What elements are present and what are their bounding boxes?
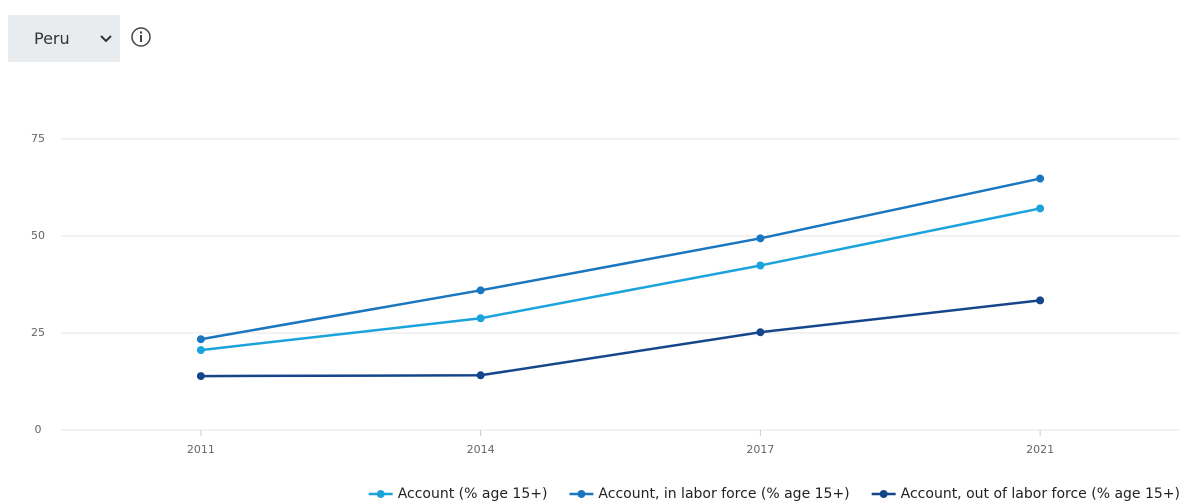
data-point [196,372,205,381]
data-point [476,286,485,295]
x-tick-label: 2011 [187,443,215,456]
x-tick-label: 2017 [746,443,774,456]
data-point [196,346,205,355]
data-point [756,234,765,243]
y-tick-label: 50 [31,229,45,242]
legend: Account (% age 15+) Account, in labor for… [368,486,1180,502]
x-tick-label: 2021 [1026,443,1054,456]
legend-item: Account, in labor force (% age 15+) [569,486,850,502]
legend-item: Account, out of labor force (% age 15+) [871,486,1180,502]
legend-swatch-dot [879,490,888,498]
data-point [196,335,205,344]
y-tick-label: 25 [31,326,45,339]
legend-swatch-dot [376,490,385,498]
data-point [476,371,485,380]
dropdown-value: Peru [34,29,70,48]
country-dropdown[interactable]: Peru [8,15,120,62]
legend-label: Account (% age 15+) [398,486,548,502]
data-point [756,328,765,337]
series-line [200,177,1041,341]
legend-swatch-dot [577,490,586,498]
legend-label: Account, in labor force (% age 15+) [598,486,849,502]
series-line [200,207,1041,352]
data-point [756,261,765,270]
data-point [1036,204,1045,213]
y-tick-label: 0 [35,423,42,436]
data-point [1036,296,1045,305]
legend-item: Account (% age 15+) [368,486,548,502]
y-tick-label: 75 [31,132,45,145]
series-line [200,299,1041,378]
data-point [1036,174,1045,183]
chevron [100,35,112,43]
info-icon[interactable] [130,26,152,48]
x-tick-label: 2014 [467,443,495,456]
data-point [476,314,485,323]
legend-label: Account, out of labor force (% age 15+) [901,486,1180,502]
